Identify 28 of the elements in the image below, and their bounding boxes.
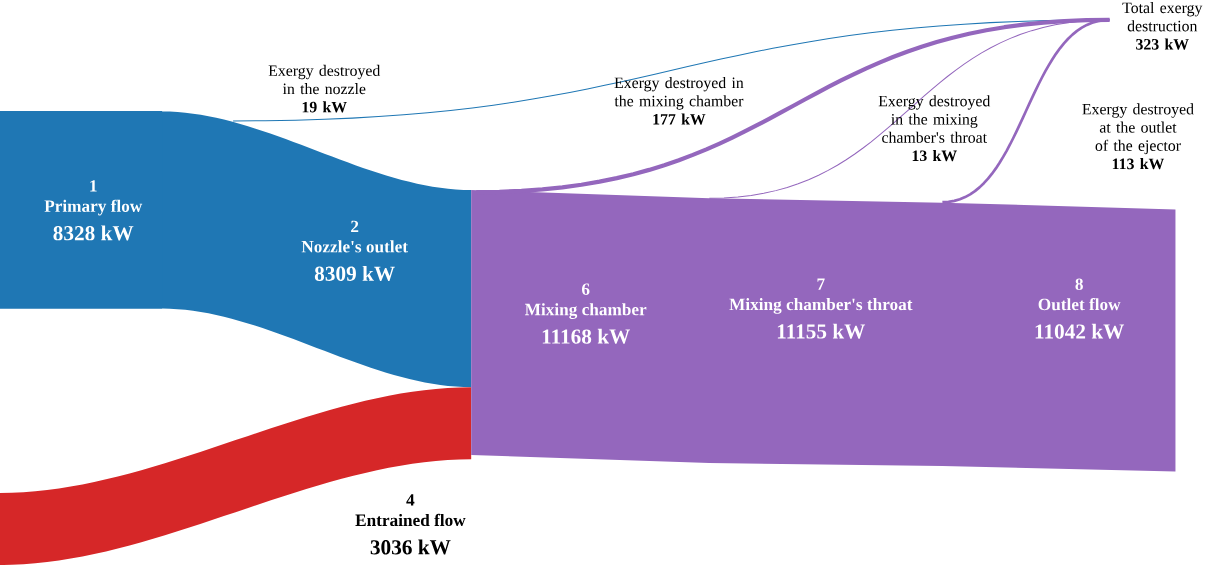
category-label: Primary flow [44,199,143,216]
data-label: 13 kW [912,149,957,162]
category-label: Nozzle's outlet [301,240,408,253]
category-label: Exergy destroyed in the mixing chamber [614,77,744,110]
category-label: Entrained flow [355,513,466,527]
data-label: 11155 kW [777,323,866,339]
category-label: Exergy destroyed at the outlet of the ejector [1082,103,1194,155]
data-label: 8309 kW [314,265,395,281]
category-label: Mixing chamber's throat [729,298,913,314]
category-label: Exergy destroyed in the mixing chamber's throat [878,95,991,143]
text: 8 [1075,278,1083,290]
data-label: 11042 kW [1035,323,1125,339]
category-label: Exergy destroyed in the nozzle [268,64,381,95]
category-label: Mixing chamber [524,303,647,319]
data-label: 113 kW [1112,158,1165,170]
data-label: 323 kW [1136,38,1189,50]
text: 2 [351,220,359,233]
data-label: 8328 kW [53,225,134,241]
category-label: Total exergy destruction [1122,2,1203,32]
data-label: 11168 kW [542,328,630,344]
text: 4 [406,494,415,506]
data-label: 19 kW [302,101,347,113]
text: 6 [582,283,590,296]
data-label: 177 kW [653,113,706,125]
data-label: 3036 kW [370,539,451,555]
text: 7 [817,278,825,290]
text: 1 [90,180,97,192]
category-label: Outlet flow [1038,297,1121,311]
